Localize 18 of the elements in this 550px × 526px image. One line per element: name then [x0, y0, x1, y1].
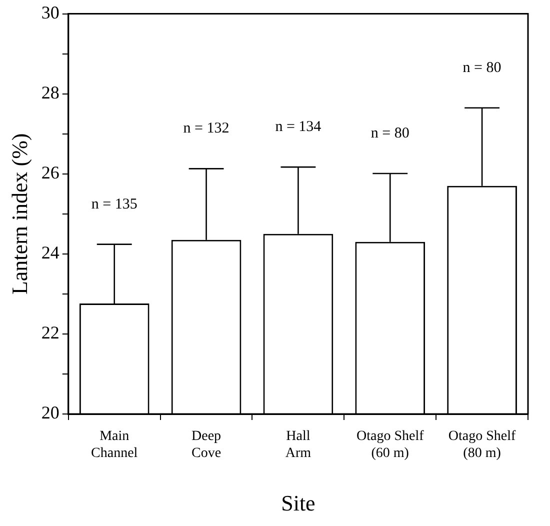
y-axis-title: Lantern index (%): [6, 133, 32, 295]
x-tick-label: Hall Arm: [285, 429, 312, 461]
x-axis-title: Site: [281, 490, 316, 516]
annotation: n = 132: [183, 120, 230, 137]
annotation: n = 134: [275, 119, 322, 136]
annotation: n = 135: [91, 196, 138, 212]
y-tick-label: 22: [41, 322, 60, 343]
x-tick-label: Otago Shelf (80 m): [448, 429, 516, 461]
y-tick-label: 24: [41, 242, 60, 263]
y-tick-label: 30: [41, 2, 60, 23]
y-tick-label: 26: [41, 162, 60, 183]
x-tick-label: Deep Cove: [192, 429, 222, 461]
annotation: n = 80: [370, 125, 410, 142]
y-tick-label: 28: [41, 82, 60, 103]
annotation: n = 80: [462, 60, 502, 76]
x-tick-label: Otago Shelf (60 m): [356, 429, 424, 461]
x-tick-label: Main Channel: [91, 429, 138, 461]
y-tick-label: 20: [41, 402, 60, 423]
